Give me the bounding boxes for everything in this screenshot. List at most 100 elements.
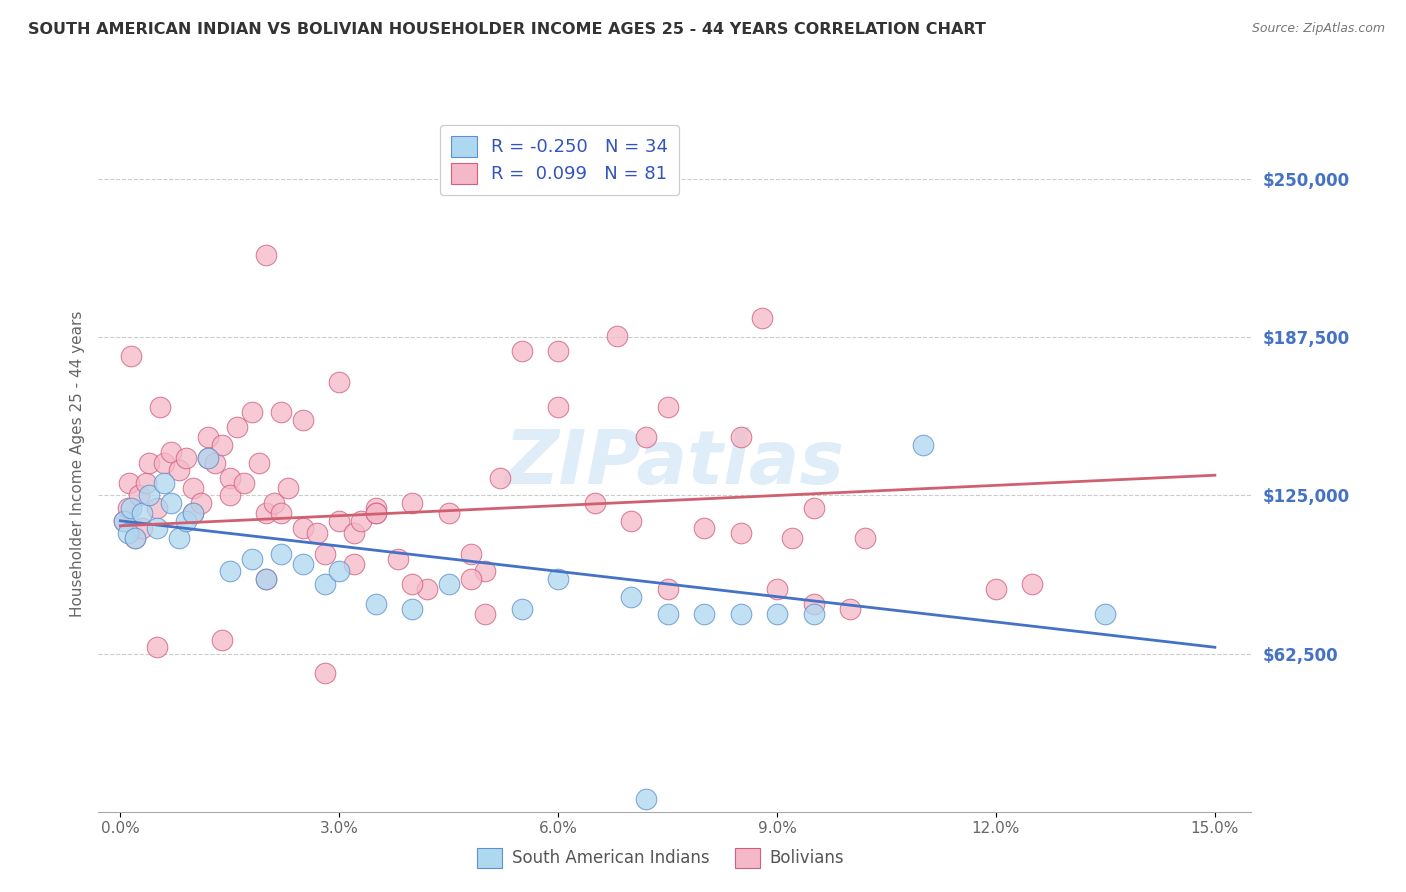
Point [437,506,460,520]
Point [693,521,716,535]
Point [291,412,314,426]
Point [112,514,135,528]
Point [460,572,482,586]
Point [211,438,233,452]
Point [634,430,657,444]
Point [291,557,314,571]
Point [401,496,423,510]
Point [474,607,496,622]
Point [263,496,285,510]
Point [328,565,350,579]
Point [343,526,366,541]
Point [328,375,350,389]
Point [510,602,533,616]
Point [460,547,482,561]
Point [254,572,277,586]
Point [197,430,219,444]
Point [181,481,204,495]
Point [117,501,139,516]
Point [343,557,366,571]
Point [153,456,176,470]
Point [160,445,183,459]
Point [803,501,825,516]
Point [620,514,643,528]
Point [190,496,212,510]
Point [401,602,423,616]
Point [118,475,141,490]
Point [839,602,862,616]
Point [1021,577,1043,591]
Text: ZIPatlas: ZIPatlas [505,427,845,500]
Point [488,471,510,485]
Point [270,405,292,419]
Point [605,329,627,343]
Legend: R = -0.250   N = 34, R =  0.099   N = 81: R = -0.250 N = 34, R = 0.099 N = 81 [440,125,679,194]
Point [146,521,169,535]
Point [984,582,1007,596]
Point [167,463,190,477]
Point [780,532,803,546]
Point [766,582,789,596]
Point [401,577,423,591]
Point [240,551,263,566]
Point [218,565,240,579]
Point [328,514,350,528]
Point [149,400,172,414]
Point [181,506,204,520]
Point [364,501,387,516]
Point [314,577,336,591]
Point [204,456,226,470]
Point [751,311,773,326]
Point [240,405,263,419]
Point [510,344,533,359]
Point [364,597,387,611]
Point [547,344,569,359]
Point [911,438,934,452]
Point [803,597,825,611]
Point [160,496,183,510]
Point [120,349,142,363]
Point [218,471,240,485]
Text: SOUTH AMERICAN INDIAN VS BOLIVIAN HOUSEHOLDER INCOME AGES 25 - 44 YEARS CORRELAT: SOUTH AMERICAN INDIAN VS BOLIVIAN HOUSEH… [28,22,986,37]
Point [387,551,409,566]
Point [620,590,643,604]
Point [138,488,160,502]
Point [128,488,150,502]
Point [167,532,190,546]
Point [270,547,292,561]
Point [181,506,204,520]
Point [1094,607,1116,622]
Point [634,792,657,806]
Point [218,488,240,502]
Point [146,640,169,655]
Point [803,607,825,622]
Point [135,475,157,490]
Point [766,607,789,622]
Point [131,506,153,520]
Point [547,572,569,586]
Point [416,582,439,596]
Y-axis label: Householder Income Ages 25 - 44 years: Householder Income Ages 25 - 44 years [69,310,84,617]
Point [254,572,277,586]
Point [153,475,176,490]
Point [474,565,496,579]
Point [657,582,679,596]
Point [174,514,197,528]
Point [350,514,373,528]
Point [583,496,606,510]
Point [853,532,876,546]
Point [730,526,752,541]
Point [270,506,292,520]
Point [730,430,752,444]
Point [657,400,679,414]
Point [364,506,387,520]
Point [112,514,135,528]
Point [124,532,146,546]
Point [117,526,139,541]
Point [226,420,249,434]
Point [197,450,219,465]
Text: Source: ZipAtlas.com: Source: ZipAtlas.com [1251,22,1385,36]
Point [547,400,569,414]
Point [174,450,197,465]
Point [254,248,277,262]
